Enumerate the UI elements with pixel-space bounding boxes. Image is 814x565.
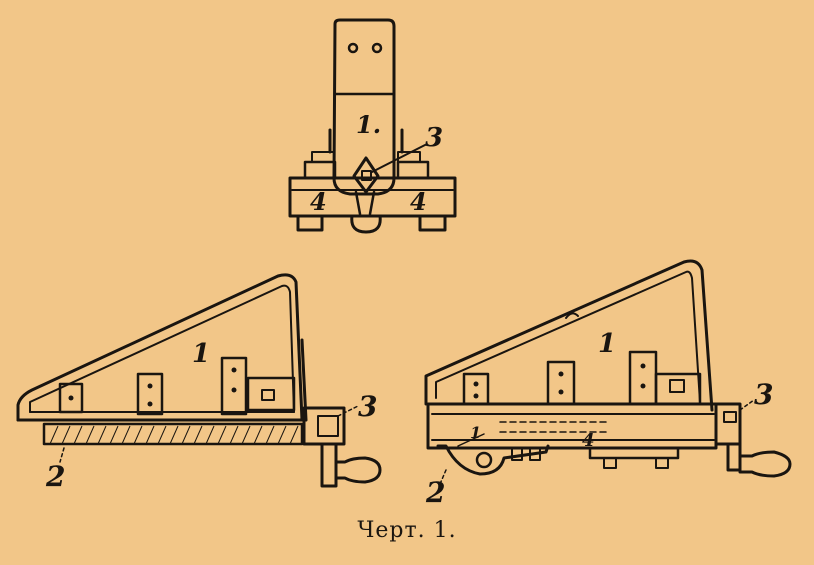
left-view-label-2: 2 <box>45 460 65 493</box>
end-view-label-4-right: 4 <box>410 187 427 216</box>
end-view-label-3: 3 <box>425 123 443 153</box>
right-side-view: 1 3 2 1 4 <box>424 259 792 509</box>
end-view: 1. 3 4 4 <box>288 18 457 234</box>
end-view-label-1: 1. <box>356 110 381 139</box>
left-view-label-3: 3 <box>358 390 377 423</box>
figure-caption: Черт. 1. <box>357 518 457 543</box>
right-view-label-3: 3 <box>754 378 773 411</box>
right-view-label-inner-1: 1 <box>470 423 481 442</box>
right-view-label-4: 4 <box>582 430 595 451</box>
left-view-label-1: 1 <box>192 339 210 369</box>
end-view-label-4-left: 4 <box>310 187 327 216</box>
right-view-label-1: 1 <box>598 329 616 359</box>
left-side-view: 1 3 2 <box>16 273 382 493</box>
right-view-label-2: 2 <box>425 476 445 509</box>
